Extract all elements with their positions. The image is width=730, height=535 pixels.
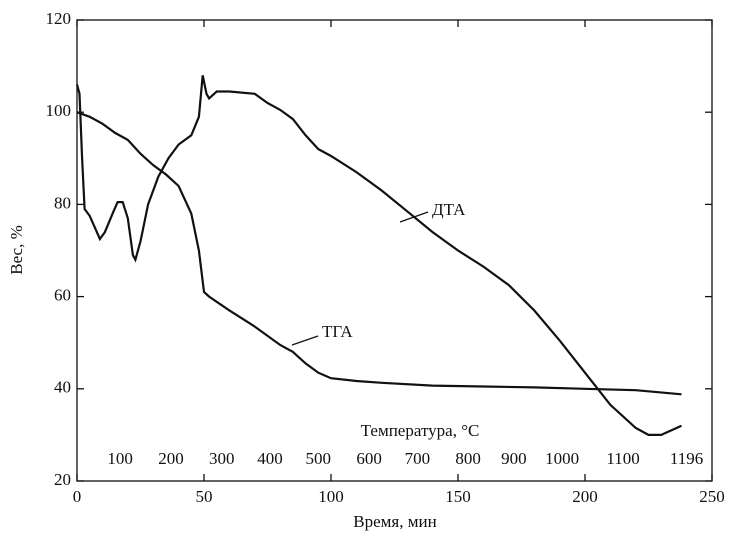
line-series — [76, 111, 682, 396]
x-axis-label: Время, мин — [353, 512, 436, 531]
plot-frame — [76, 19, 713, 482]
leader-line — [399, 211, 429, 223]
temperature-tick-label: 700 — [405, 449, 431, 468]
temperature-tick-label: 600 — [356, 449, 382, 468]
temperature-tick-label: 900 — [501, 449, 527, 468]
y-axis-label: Вес, % — [7, 225, 26, 275]
temperature-tick-label: 200 — [158, 449, 184, 468]
x-tick-label: 50 — [196, 487, 213, 506]
series-label: ТГА — [322, 322, 353, 341]
y-tick-label: 40 — [54, 378, 71, 397]
series-label: ДТА — [432, 200, 466, 219]
temperature-tick-label: 100 — [107, 449, 133, 468]
temperature-label: Температура, °С — [361, 421, 480, 440]
y-tick-label: 60 — [54, 286, 71, 305]
y-tick-label: 100 — [46, 101, 72, 120]
temperature-tick-label: 500 — [306, 449, 332, 468]
y-tick-label: 20 — [54, 470, 71, 489]
x-tick-label: 200 — [572, 487, 598, 506]
y-tick-label: 80 — [54, 193, 71, 212]
temperature-tick-label: 400 — [257, 449, 283, 468]
line-series — [75, 75, 682, 436]
y-tick-label: 120 — [46, 9, 72, 28]
temperature-tick-label: 1000 — [545, 449, 579, 468]
x-tick-label: 150 — [445, 487, 471, 506]
x-tick-label: 100 — [318, 487, 344, 506]
x-tick-label: 0 — [73, 487, 82, 506]
temperature-tick-label: 800 — [455, 449, 481, 468]
temperature-tick-label: 300 — [209, 449, 235, 468]
temperature-tick-label: 1100 — [606, 449, 639, 468]
temperature-tick-label: 1196 — [670, 449, 703, 468]
leader-line — [291, 335, 319, 346]
x-tick-label: 250 — [699, 487, 725, 506]
